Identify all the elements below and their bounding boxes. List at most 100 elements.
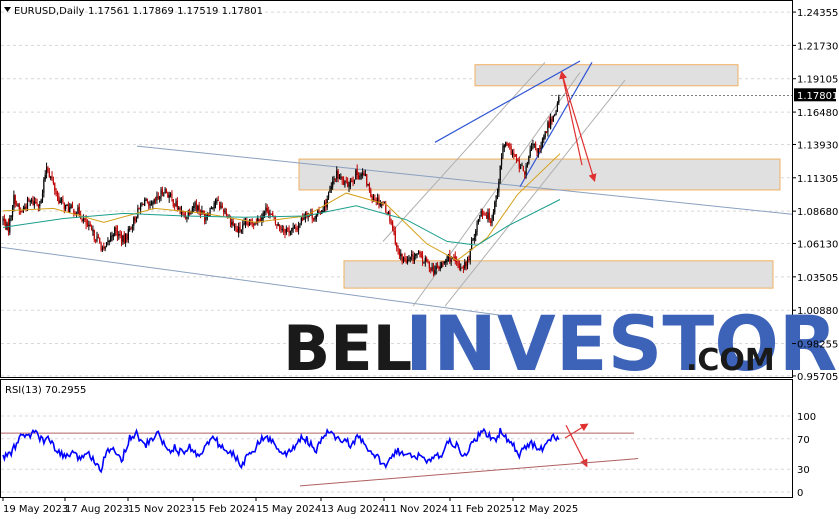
candle-body bbox=[149, 204, 151, 206]
time-tick-label: 15 Nov 2023 bbox=[128, 504, 192, 515]
candle-body bbox=[435, 266, 437, 270]
candle-body bbox=[33, 201, 35, 206]
candle-body bbox=[259, 219, 262, 222]
candle-body bbox=[239, 226, 241, 231]
candle-body bbox=[485, 215, 488, 219]
time-tick-label: 15 Feb 2024 bbox=[193, 504, 255, 515]
candle-body bbox=[539, 148, 541, 150]
forecast-arrows bbox=[551, 70, 792, 468]
candle-body bbox=[145, 199, 147, 201]
candle-body bbox=[348, 185, 350, 188]
blue-trend-upper bbox=[434, 60, 581, 143]
candle-body bbox=[251, 222, 253, 224]
rsi-tick-label: 0 bbox=[797, 488, 803, 499]
candle-body bbox=[88, 225, 90, 227]
candle-body bbox=[426, 258, 428, 262]
moving-averages bbox=[2, 153, 561, 261]
candle-body bbox=[225, 212, 228, 216]
candle-body bbox=[250, 219, 252, 222]
candle-body bbox=[246, 221, 248, 225]
candle-body bbox=[537, 148, 539, 154]
candle-body bbox=[540, 145, 542, 149]
candle-body bbox=[336, 170, 338, 179]
candle-body bbox=[535, 143, 537, 149]
candle-body bbox=[66, 204, 68, 206]
candle-body bbox=[205, 217, 207, 221]
candle-body bbox=[385, 203, 387, 212]
candle-body bbox=[247, 223, 249, 226]
candle-body bbox=[191, 207, 193, 213]
candle-body bbox=[441, 263, 443, 268]
candle-body bbox=[329, 189, 331, 193]
candle-body bbox=[39, 203, 41, 207]
candle-body bbox=[417, 252, 420, 254]
candle-body bbox=[397, 246, 399, 250]
candle-body bbox=[74, 212, 76, 215]
candle-body bbox=[220, 205, 222, 208]
candle-body bbox=[366, 174, 368, 185]
candle-body bbox=[153, 199, 155, 203]
candle-body bbox=[547, 122, 549, 133]
candle-body bbox=[29, 200, 31, 203]
candle-body bbox=[558, 96, 560, 103]
candle-body bbox=[370, 189, 372, 197]
candle-body bbox=[357, 174, 360, 179]
candle-body bbox=[427, 261, 429, 263]
candle-body bbox=[404, 257, 406, 262]
ohlc-values: 1.17561 1.17869 1.17519 1.17801 bbox=[88, 6, 263, 17]
candle-body bbox=[283, 229, 285, 231]
candle-body bbox=[272, 213, 274, 217]
candle-body bbox=[421, 255, 424, 261]
candle-body bbox=[337, 170, 339, 179]
rsi-tick-label: 30 bbox=[797, 465, 810, 476]
candle-body bbox=[120, 236, 123, 242]
candle-body bbox=[466, 259, 469, 266]
candle-body bbox=[201, 210, 203, 214]
candle-body bbox=[449, 254, 451, 262]
candle-body bbox=[278, 224, 281, 228]
candle-body bbox=[263, 211, 266, 214]
dropdown-triangle-icon[interactable] bbox=[4, 7, 11, 12]
candle-body bbox=[218, 202, 221, 209]
candle-body bbox=[327, 193, 330, 198]
candle-body bbox=[475, 231, 477, 237]
candle-body bbox=[130, 227, 132, 230]
candle-body bbox=[71, 205, 74, 209]
candle-body bbox=[483, 212, 485, 215]
time-tick-label: 17 Aug 2023 bbox=[65, 504, 129, 515]
candle-body bbox=[93, 229, 95, 240]
candle-body bbox=[554, 114, 556, 116]
candle-body bbox=[133, 217, 135, 226]
candle-body bbox=[276, 224, 278, 226]
candle-body bbox=[17, 204, 19, 206]
candle-body bbox=[152, 202, 154, 205]
candle-body bbox=[238, 227, 240, 234]
candle-body bbox=[517, 160, 519, 162]
candle-body bbox=[299, 224, 301, 226]
watermark-investor: INVESTOR bbox=[405, 299, 837, 388]
candle-body bbox=[59, 200, 61, 203]
candle-body bbox=[77, 207, 79, 214]
candle-body bbox=[160, 190, 162, 198]
candle-body bbox=[524, 171, 526, 175]
candle-body bbox=[118, 234, 120, 236]
time-tick-label: 13 Aug 2024 bbox=[321, 504, 385, 515]
candle-body bbox=[446, 256, 448, 262]
price-tick-label: 1.13930 bbox=[797, 140, 838, 151]
candle-body bbox=[314, 218, 316, 220]
time-tick-label: 15 May 2024 bbox=[256, 504, 321, 515]
candle-body bbox=[214, 202, 217, 204]
candle-body bbox=[123, 234, 125, 244]
candle-body bbox=[496, 192, 499, 195]
candle-body bbox=[69, 207, 71, 213]
candle-body bbox=[330, 186, 332, 190]
candle-body bbox=[202, 210, 204, 214]
candle-body bbox=[217, 199, 219, 201]
candle-body bbox=[408, 258, 410, 262]
candle-body bbox=[131, 226, 134, 229]
candle-body bbox=[13, 194, 15, 208]
candle-body bbox=[552, 115, 554, 122]
candle-body bbox=[311, 212, 313, 219]
